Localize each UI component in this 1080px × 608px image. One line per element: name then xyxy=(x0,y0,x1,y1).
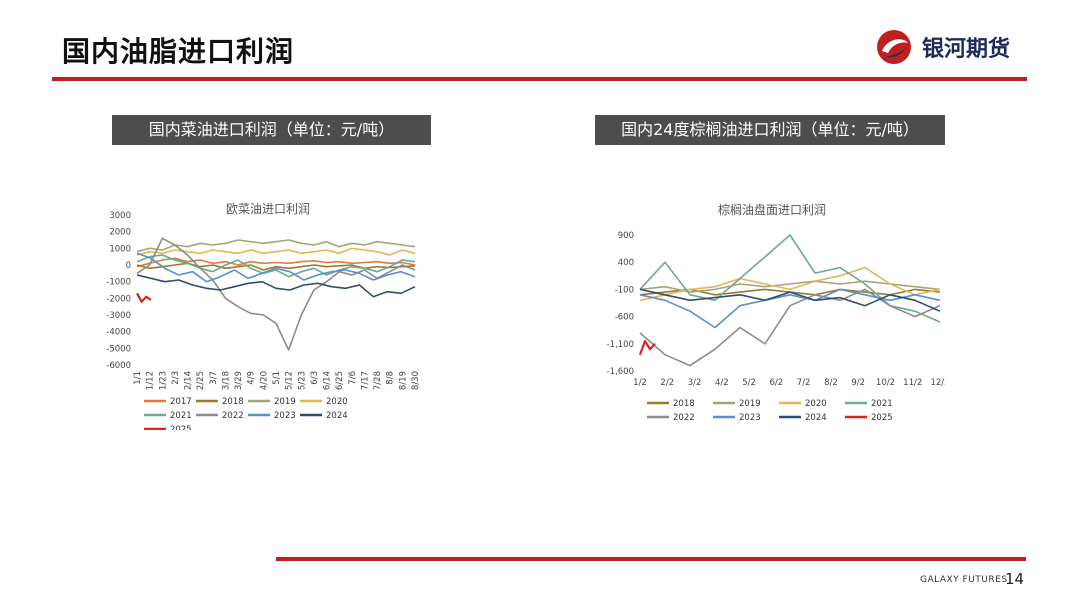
legend-label: 2022 xyxy=(222,411,244,421)
logo-text: 银河期货 xyxy=(922,37,1011,62)
x-tick-label: 11/2 xyxy=(903,378,922,388)
legend-label: 2021 xyxy=(170,411,192,421)
series-line-2020 xyxy=(136,247,416,256)
x-tick-label: 5/23 xyxy=(297,371,307,390)
galaxy-logo-icon xyxy=(877,30,911,64)
y-tick-label: -100 xyxy=(615,285,634,295)
x-tick-label: 4/2 xyxy=(715,378,729,388)
legend-label: 2021 xyxy=(871,399,893,409)
series-line-2025 xyxy=(638,340,656,356)
x-tick-label: 6/25 xyxy=(335,371,345,390)
x-tick-label: 7/17 xyxy=(360,371,370,390)
legend-label: 2025 xyxy=(170,425,192,430)
y-tick-label: -2000 xyxy=(106,294,131,304)
x-tick-label: 2/25 xyxy=(196,371,206,390)
x-tick-label: 3/7 xyxy=(209,371,219,385)
x-tick-label: 3/29 xyxy=(234,371,244,390)
page-title: 国内油脂进口利润 xyxy=(62,35,295,68)
x-tick-label: 1/23 xyxy=(158,371,168,390)
series-line-2017 xyxy=(136,257,416,268)
legend-label: 2020 xyxy=(326,397,348,407)
series-line-2020 xyxy=(639,266,941,302)
legend-label: 2023 xyxy=(274,411,296,421)
y-tick-label: -600 xyxy=(615,313,634,323)
series-line-2019 xyxy=(136,239,416,253)
y-tick-label: 2000 xyxy=(109,228,131,238)
legend-label: 2024 xyxy=(805,413,827,423)
page-number: 14 xyxy=(1005,570,1025,588)
legend-label: 2024 xyxy=(326,411,348,421)
series-line-2021 xyxy=(136,254,416,278)
y-tick-label: 0 xyxy=(126,261,131,271)
x-tick-label: 3/2 xyxy=(688,378,702,388)
x-tick-label: 4/9 xyxy=(247,371,257,385)
x-tick-label: 2/3 xyxy=(171,371,181,385)
x-tick-label: 8/2 xyxy=(824,378,838,388)
x-tick-label: 1/12 xyxy=(146,371,156,390)
x-tick-label: 12/2 xyxy=(930,378,945,388)
x-tick-label: 8/8 xyxy=(386,371,396,385)
y-tick-label: -4000 xyxy=(106,328,131,338)
x-tick-label: 3/18 xyxy=(221,371,231,390)
y-tick-label: 900 xyxy=(618,231,634,241)
y-tick-label: 1000 xyxy=(109,244,131,254)
footer-brand: GALAXY FUTURES xyxy=(920,575,1008,585)
x-tick-label: 2/2 xyxy=(660,378,674,388)
series-line-2023 xyxy=(136,252,416,283)
legend-label: 2022 xyxy=(673,413,695,423)
galaxy-logo xyxy=(877,30,911,64)
legend-label: 2019 xyxy=(274,397,296,407)
y-tick-label: 400 xyxy=(618,258,634,268)
x-tick-label: 5/2 xyxy=(742,378,756,388)
legend-label: 2020 xyxy=(805,399,827,409)
section-label-rapeseed: 国内菜油进口利润（单位：元/吨） xyxy=(112,115,431,145)
x-tick-label: 1/2 xyxy=(633,378,647,388)
x-tick-label: 5/12 xyxy=(285,371,295,390)
y-tick-label: -1,100 xyxy=(607,340,634,350)
series-line-2024 xyxy=(136,274,416,298)
series-line-2023 xyxy=(639,288,941,329)
y-tick-label: -1,600 xyxy=(607,367,634,377)
x-tick-label: 8/19 xyxy=(398,371,408,390)
y-tick-label: -1000 xyxy=(106,278,131,288)
y-tick-label: -5000 xyxy=(106,344,131,354)
x-tick-label: 8/30 xyxy=(411,371,421,390)
legend-label: 2025 xyxy=(871,413,893,423)
x-tick-label: 7/28 xyxy=(373,371,383,390)
x-tick-label: 1/1 xyxy=(133,371,143,385)
y-tick-label: -3000 xyxy=(106,311,131,321)
x-tick-label: 6/2 xyxy=(770,378,784,388)
chart-title: 欧菜油进口利润 xyxy=(226,202,310,216)
x-tick-label: 9/2 xyxy=(851,378,865,388)
legend-label: 2019 xyxy=(739,399,761,409)
x-tick-label: 7/6 xyxy=(348,371,358,385)
footer-divider xyxy=(276,557,1026,561)
y-tick-label: 3000 xyxy=(109,211,131,221)
y-tick-label: -6000 xyxy=(106,361,131,371)
legend-label: 2018 xyxy=(222,397,244,407)
legend-label: 2023 xyxy=(739,413,761,423)
series-line-2018 xyxy=(136,262,416,271)
legend-label: 2018 xyxy=(673,399,695,409)
x-tick-label: 2/14 xyxy=(184,371,194,390)
rapeseed-profit-chart: 欧菜油进口利润 3000 2000 1000 0 -1000 -2000 -3000 -400… xyxy=(106,202,421,430)
series-line-2025 xyxy=(136,292,152,303)
chart-title: 棕榈油盘面进口利润 xyxy=(718,202,826,217)
x-tick-label: 6/3 xyxy=(310,371,320,385)
palm-profit-chart: 棕榈油盘面进口利润 900 400 -100 -600 -1,100 -1,600 1/2… xyxy=(607,202,945,423)
x-tick-label: 6/14 xyxy=(323,371,333,390)
legend-label: 2017 xyxy=(170,397,192,407)
series-line-2024 xyxy=(639,288,941,312)
section-label-palm: 国内24度棕榈油进口利润（单位：元/吨） xyxy=(595,115,945,145)
x-tick-label: 5/1 xyxy=(272,371,282,385)
x-tick-label: 7/2 xyxy=(797,378,811,388)
series-line-2022 xyxy=(639,288,941,367)
series-line-2022 xyxy=(136,237,416,351)
x-tick-label: 4/20 xyxy=(259,371,269,390)
x-tick-label: 10/2 xyxy=(876,378,895,388)
title-divider xyxy=(52,77,1027,81)
